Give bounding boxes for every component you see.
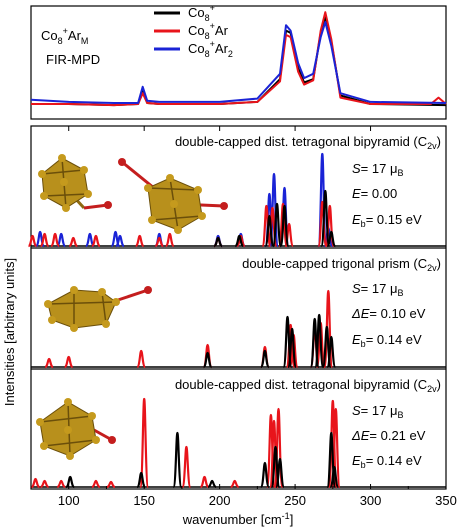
panel-3-peak-1-4 <box>91 479 101 489</box>
panel-1-spin: S= 17 μB <box>352 161 403 178</box>
panel-1-peak-3-6 <box>320 189 331 248</box>
panel-2-annotations: double-capped trigonal prism (C2v) S= 17… <box>242 256 441 349</box>
panel-2-peak-1-3 <box>136 349 147 369</box>
panel-1-annotations: double-capped dist. tetragonal bipyramid… <box>175 134 441 229</box>
panel-2-binding-energy: Eb= 0.14 eV <box>352 332 422 349</box>
panel-3-peak-2-3 <box>172 431 183 489</box>
panel-1-peak-2-10 <box>236 234 246 248</box>
cluster-structure-2 <box>44 286 152 332</box>
x-tick-label-150: 150 <box>133 493 155 508</box>
panel-3-peak-1-6 <box>139 397 150 489</box>
panel-2-peak-2-6 <box>314 313 325 369</box>
panel-1-peak-2-6 <box>135 234 145 248</box>
panel-1-peak-3-2 <box>234 234 244 248</box>
panel-3-binding-energy: Eb= 0.14 eV <box>352 453 422 470</box>
panel-1-peak-3-3 <box>264 214 275 248</box>
experimental-traces <box>30 11 447 107</box>
panel-1-peak-3-4 <box>271 202 283 248</box>
panel-1-title: double-capped dist. tetragonal bipyramid… <box>175 134 441 151</box>
panel-3-peak-2-1 <box>65 475 75 489</box>
panel-2-peak-2-1 <box>202 351 213 369</box>
panel-2-peak-1-2 <box>64 355 74 369</box>
calc-panels-frame <box>30 125 447 490</box>
species-label: Co8+ArM <box>41 26 88 46</box>
experimental-trace-2 <box>31 11 447 107</box>
panel-1-peak-3-7 <box>326 230 336 248</box>
panel-1-peak-1-3 <box>85 232 95 248</box>
calculated-stick-spectra <box>28 152 446 489</box>
x-tick-label-250: 250 <box>284 493 306 508</box>
panel-2-peak-2-8 <box>326 335 337 369</box>
panel-3-peak-2-7 <box>274 457 286 489</box>
panel-2-peak-1-6 <box>285 323 296 369</box>
panel-3-peak-1-3 <box>56 479 66 489</box>
panel-3-peak-2-4 <box>207 479 217 489</box>
panel-2-peak-1-1 <box>44 357 54 369</box>
panel-3-peak-2-5 <box>259 461 270 489</box>
panel-3-annotations: double-capped dist. tetragonal bipyramid… <box>175 377 441 470</box>
legend-label-2: Co8+Ar <box>188 21 229 41</box>
panel-1-peak-1-2 <box>56 232 66 248</box>
x-tick-label-100: 100 <box>58 493 80 508</box>
panel-3-peak-1-5 <box>106 480 116 489</box>
panel-3-peak-1-2 <box>40 479 49 489</box>
top-panel-frame <box>30 5 447 120</box>
method-label: FIR-MPD <box>46 52 100 67</box>
x-tick-label-200: 200 <box>209 493 231 508</box>
x-tick-label-300: 300 <box>360 493 382 508</box>
panel-1-peak-1-5 <box>115 234 125 248</box>
panel-2-spin: S= 17 μB <box>352 281 403 298</box>
cluster-structure-1a <box>38 154 112 212</box>
panel-1-peak-3-1 <box>213 236 223 248</box>
panel-2-title: double-capped trigonal prism (C2v) <box>242 256 441 273</box>
panel-1-peak-2-3 <box>50 232 60 248</box>
x-axis: 100 150 200 250 300 350 <box>30 126 457 508</box>
legend-label-3: Co8+Ar2 <box>188 39 233 59</box>
x-axis-label: wavenumber [cm-1] <box>182 511 294 527</box>
panel-3-energy: ΔE= 0.21 eV <box>351 428 426 443</box>
panel-2-peak-2-2 <box>259 349 270 369</box>
panel-1-peak-2-4 <box>68 236 78 248</box>
panel-1-peak-2-7 <box>154 236 164 248</box>
panel-2-energy: ΔE= 0.10 eV <box>351 306 426 321</box>
panel-3-peak-1-7 <box>181 445 192 489</box>
panel-3-peak-1-8 <box>200 475 209 489</box>
cluster-structure-1b <box>118 158 228 234</box>
panel-3-spin: S= 17 μB <box>352 403 403 420</box>
panel-1-peak-2-5 <box>91 234 101 248</box>
panel-3-peak-1-9 <box>230 479 240 489</box>
panel-1-peak-2-1 <box>28 234 37 248</box>
y-axis-label: Intensities [arbitrary units] <box>2 258 17 406</box>
panel-1-binding-energy: Eb= 0.15 eV <box>352 212 422 229</box>
panel-2-peak-2-4 <box>287 327 298 369</box>
legend-label-1: Co8+ <box>188 3 215 23</box>
panel-3-peak-2-2 <box>136 471 146 489</box>
panel-1-peak-3-5 <box>279 204 290 248</box>
cluster-structure-3 <box>36 398 116 460</box>
x-tick-label-350: 350 <box>435 493 457 508</box>
panel-3-peak-2-9 <box>329 465 340 489</box>
panel-3-title: double-capped dist. tetragonal bipyramid… <box>175 377 441 394</box>
panel-1-peak-2-13 <box>277 202 289 248</box>
experimental-trace-3 <box>30 21 447 104</box>
panel-1-peak-2-11 <box>261 204 272 248</box>
panel-1-peak-2-2 <box>40 232 50 248</box>
panel-1-peak-2-15 <box>317 200 328 248</box>
panel-1-energy: E= 0.00 <box>352 186 397 201</box>
panel-3-peak-1-1 <box>31 477 40 489</box>
panel-1-peak-2-8 <box>165 232 175 248</box>
